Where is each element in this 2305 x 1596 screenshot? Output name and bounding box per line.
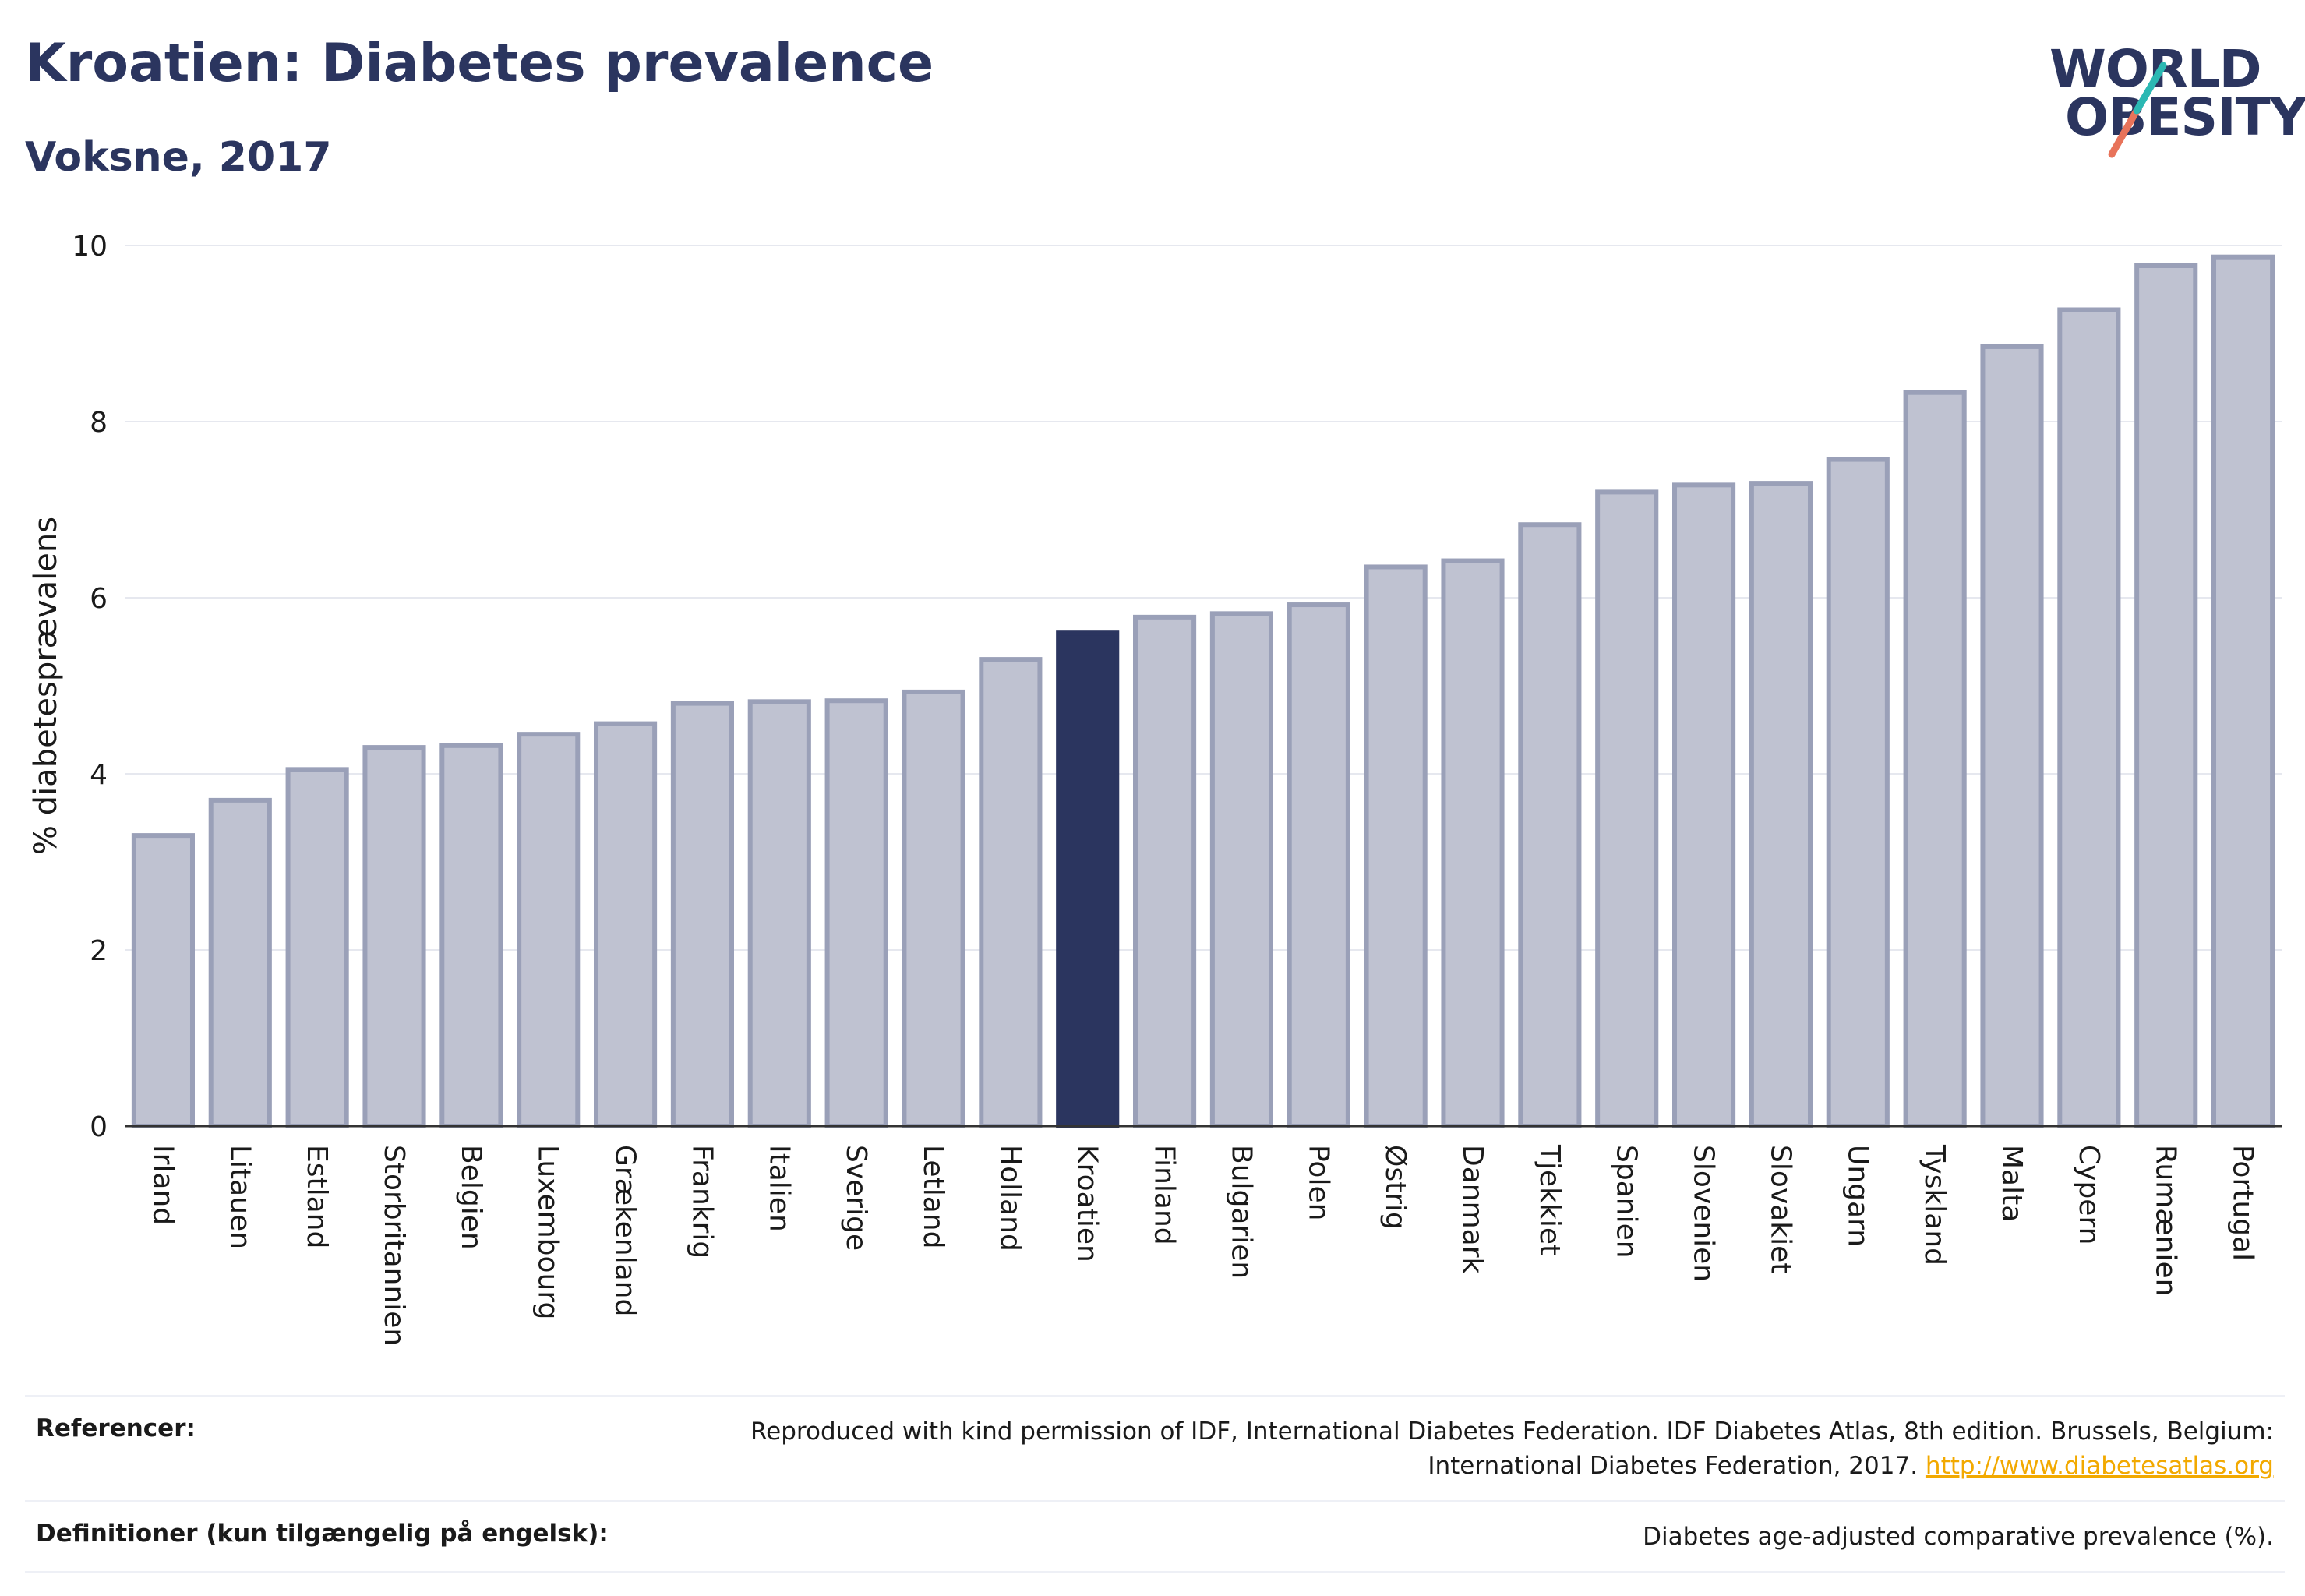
y-tick-label: 10: [72, 231, 108, 263]
x-tick-label: Frankrig: [686, 1145, 718, 1259]
bar-slovakiet: [1749, 481, 1813, 1129]
bar-sverige: [824, 698, 888, 1128]
x-tick-label: Portugal: [2227, 1145, 2259, 1261]
x-tick-label: Bulgarien: [1225, 1145, 1257, 1279]
y-tick-label: 2: [90, 935, 108, 967]
bar-danmark: [1441, 558, 1505, 1129]
x-tick-label: Italien: [763, 1145, 795, 1232]
bar-belgien: [439, 743, 503, 1129]
y-tick-label: 4: [90, 759, 108, 791]
bar-chart: 0 2 4 6 8 10 % diabetesprævalens Irland Litauen E…: [28, 231, 2282, 1346]
bar-luxembourg: [517, 732, 581, 1129]
x-tick-label: Danmark: [1456, 1145, 1488, 1274]
bar-ungarn: [1826, 457, 1890, 1128]
chart-subtitle: Voksne, 2017: [25, 134, 332, 181]
x-tick-label: Spanien: [1611, 1145, 1643, 1259]
bar-grækenland: [594, 721, 658, 1128]
x-tick-label: Slovenien: [1688, 1145, 1720, 1282]
bar-italien: [747, 699, 811, 1128]
chart-title: Kroatien: Diabetes prevalence: [25, 33, 934, 94]
bar-polen: [1287, 602, 1350, 1128]
x-tick-label: Tyskland: [1918, 1144, 1950, 1266]
world-obesity-logo: WORLD OBESITY: [2026, 23, 2305, 164]
x-tick-label: Østrig: [1379, 1145, 1411, 1230]
x-tick-label: Finland: [1149, 1145, 1181, 1245]
footer-references: Referencer: Reproduced with kind permiss…: [25, 1395, 2285, 1573]
references-text: Reproduced with kind permission of IDF, …: [750, 1418, 2274, 1480]
bar-letland: [902, 689, 965, 1128]
x-tick-label: Malta: [1996, 1145, 2028, 1222]
bar-rumænien: [2134, 263, 2198, 1129]
bar-kroatien: [1056, 630, 1120, 1128]
bar-bulgarien: [1209, 611, 1273, 1128]
x-tick-label: Irland: [146, 1145, 178, 1225]
x-tick-label: Luxembourg: [532, 1145, 564, 1319]
references-text-block: Reproduced with kind permission of IDF, …: [676, 1414, 2274, 1483]
definitions-row: Definitioner (kun tilgængelig på engelsk…: [25, 1500, 2285, 1573]
bar-slovenien: [1672, 482, 1736, 1128]
x-tick-label: Kroatien: [1071, 1145, 1103, 1262]
bar-finland: [1133, 614, 1197, 1128]
x-tick-label: Litauen: [224, 1145, 256, 1249]
y-tick-label: 0: [90, 1111, 108, 1143]
y-tick-label: 6: [90, 583, 108, 615]
logo-line-1: WORLD: [2049, 39, 2262, 99]
bar-holland: [979, 657, 1043, 1128]
bar-portugal: [2211, 254, 2275, 1129]
x-tick-label: Holland: [994, 1145, 1026, 1252]
bar-irland: [131, 833, 195, 1128]
x-tick-label: Grækenland: [609, 1145, 641, 1316]
x-tick-label: Cypern: [2073, 1145, 2105, 1245]
x-tick-label: Polen: [1302, 1145, 1334, 1220]
bar-østrig: [1364, 564, 1428, 1128]
x-tick-label: Slovakiet: [1764, 1145, 1796, 1273]
x-tick-label: Sverige: [840, 1145, 872, 1251]
bar-spanien: [1595, 489, 1659, 1128]
x-tick-label: Tjekkiet: [1534, 1144, 1565, 1255]
x-tick-label: Belgien: [455, 1145, 487, 1250]
bar-litauen: [208, 797, 272, 1129]
x-tick-label: Letland: [917, 1145, 949, 1248]
definitions-text: Diabetes age-adjusted comparative preval…: [1643, 1523, 2274, 1551]
logo-line-2: OBESITY: [2065, 87, 2305, 147]
logo-slash-icon: [2108, 62, 2167, 158]
x-tick-label: Rumænien: [2150, 1145, 2182, 1296]
bar-tjekkiet: [1518, 522, 1582, 1128]
bar-tyskland: [1903, 390, 1967, 1128]
y-tick-label: 8: [90, 407, 108, 439]
bar-storbritannien: [362, 745, 426, 1128]
references-label: Referencer:: [36, 1414, 196, 1442]
x-tick-label: Storbritannien: [378, 1145, 410, 1346]
x-tick-label: Ungarn: [1841, 1145, 1873, 1247]
bar-estland: [285, 767, 349, 1128]
bar-malta: [1980, 344, 2044, 1128]
y-axis-label: % diabetesprævalens: [28, 517, 64, 855]
references-link[interactable]: http://www.diabetesatlas.org: [1925, 1452, 2274, 1480]
bar-frankrig: [670, 701, 734, 1128]
references-row: Referencer: Reproduced with kind permiss…: [25, 1395, 2285, 1500]
definitions-label: Definitioner (kun tilgængelig på engelsk…: [36, 1520, 609, 1548]
bar-cypern: [2057, 307, 2121, 1129]
x-tick-label: Estland: [301, 1145, 333, 1248]
